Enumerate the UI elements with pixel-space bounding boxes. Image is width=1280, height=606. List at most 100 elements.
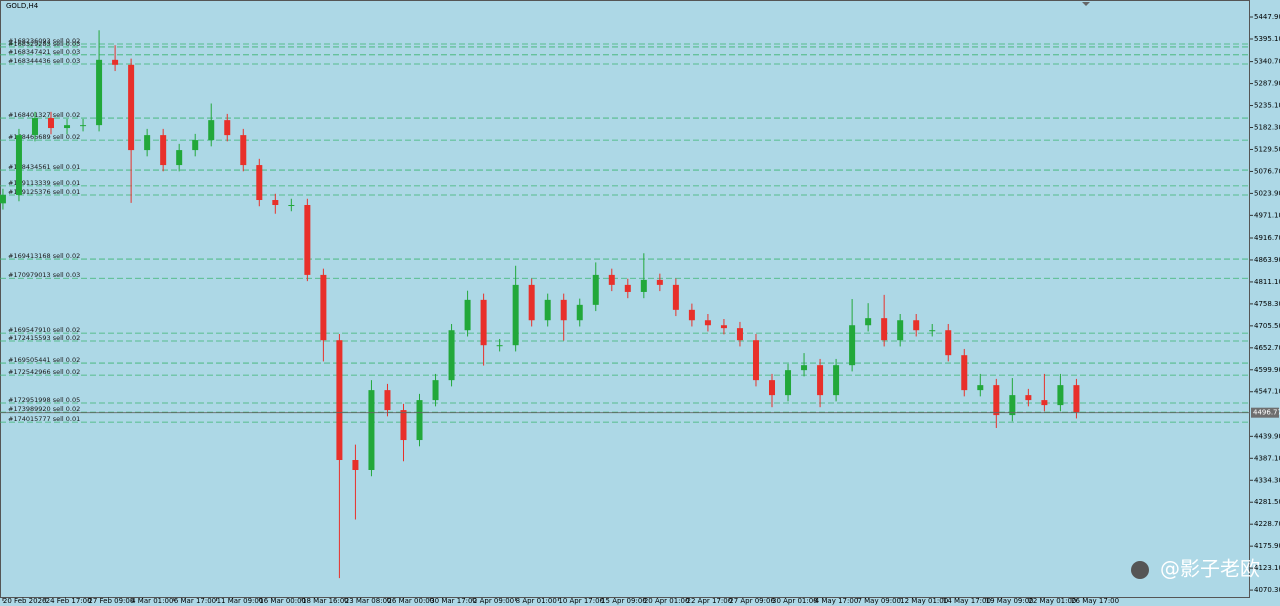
candle-body bbox=[400, 410, 407, 441]
candle-body bbox=[592, 274, 599, 305]
candle-body bbox=[176, 150, 183, 166]
candle-body bbox=[256, 165, 263, 201]
x-tick-label: 7 May 09:00 bbox=[857, 597, 901, 605]
order-label: #168434561 sell 0.01 bbox=[8, 163, 80, 171]
x-tick-label: 16 Mar 00:00 bbox=[259, 597, 306, 605]
order-label: #172951998 sell 0.05 bbox=[8, 396, 80, 404]
candle-body bbox=[1041, 400, 1048, 406]
candle-body bbox=[336, 340, 343, 461]
x-tick-label: 26 May 17:00 bbox=[1071, 597, 1119, 605]
candle-body bbox=[945, 330, 952, 356]
y-tick-label: 5447.90 bbox=[1254, 13, 1280, 21]
candle-body bbox=[801, 365, 808, 371]
candle-body bbox=[1009, 395, 1016, 416]
candle-body bbox=[0, 195, 6, 204]
x-tick-label: 4 Mar 01:00 bbox=[131, 597, 173, 605]
y-tick-label: 4652.70 bbox=[1254, 344, 1280, 352]
order-label: #168347421 sell 0.03 bbox=[8, 48, 80, 56]
y-tick-label: 4228.70 bbox=[1254, 520, 1280, 528]
candle-body bbox=[688, 309, 695, 321]
candle-body bbox=[913, 320, 920, 331]
candle-body bbox=[704, 320, 711, 326]
x-tick-label: 19 May 09:00 bbox=[986, 597, 1034, 605]
order-label: #169125376 sell 0.01 bbox=[8, 188, 80, 196]
order-label: #172542966 sell 0.02 bbox=[8, 368, 80, 376]
candle-body bbox=[672, 284, 679, 310]
x-tick-label: 23 Mar 08:00 bbox=[345, 597, 392, 605]
x-tick-label: 11 Mar 09:00 bbox=[217, 597, 264, 605]
candle-body bbox=[929, 330, 936, 332]
candle-body bbox=[961, 355, 968, 391]
candle-body bbox=[720, 325, 727, 329]
y-tick-label: 4705.50 bbox=[1254, 322, 1280, 330]
order-label: #170979013 sell 0.03 bbox=[8, 271, 80, 279]
y-tick-label: 5287.90 bbox=[1254, 80, 1280, 88]
y-tick-label: 4758.30 bbox=[1254, 300, 1280, 308]
x-tick-label: 15 Apr 09:00 bbox=[601, 597, 647, 605]
x-tick-label: 26 Mar 00:00 bbox=[387, 597, 434, 605]
order-label: #168466689 sell 0.02 bbox=[8, 133, 80, 141]
chart-title: GOLD,H4 bbox=[6, 2, 39, 10]
y-tick-label: 5395.10 bbox=[1254, 35, 1280, 43]
candle-body bbox=[977, 385, 984, 391]
candle-body bbox=[448, 330, 455, 381]
candle-body bbox=[48, 118, 55, 129]
order-label: #169413168 sell 0.02 bbox=[8, 252, 80, 260]
x-tick-label: 22 Apr 17:00 bbox=[687, 597, 733, 605]
order-label: #168236093 sell 0.02 bbox=[8, 37, 80, 45]
candle-body bbox=[304, 205, 311, 275]
order-label: #169547910 sell 0.02 bbox=[8, 326, 80, 334]
candle-body bbox=[15, 135, 22, 196]
candle-body bbox=[352, 460, 359, 470]
watermark: @影子老欧 bbox=[1160, 557, 1260, 581]
plot-frame bbox=[0, 0, 1250, 598]
candle-body bbox=[640, 279, 647, 292]
candle-body bbox=[464, 299, 471, 331]
x-tick-label: 22 May 01:00 bbox=[1028, 597, 1076, 605]
x-tick-label: 30 Mar 17:00 bbox=[430, 597, 477, 605]
candle-body bbox=[480, 299, 487, 346]
candle-body bbox=[144, 135, 151, 151]
order-label: #173989920 sell 0.02 bbox=[8, 405, 80, 413]
candle-body bbox=[849, 325, 856, 366]
candle-body bbox=[208, 120, 215, 141]
x-tick-label: 27 Apr 09:00 bbox=[729, 597, 775, 605]
x-tick-label: 4 May 17:00 bbox=[815, 597, 859, 605]
candle-body bbox=[288, 205, 295, 207]
y-tick-label: 5235.10 bbox=[1254, 102, 1280, 110]
watermark-icon bbox=[1131, 561, 1149, 579]
candle-body bbox=[416, 400, 423, 441]
candle-body bbox=[1025, 395, 1032, 401]
y-tick-label: 5182.30 bbox=[1254, 124, 1280, 132]
candle-body bbox=[865, 318, 872, 326]
candle-body bbox=[368, 390, 375, 470]
y-tick-label: 4387.10 bbox=[1254, 454, 1280, 462]
y-tick-label: 4547.10 bbox=[1254, 388, 1280, 396]
x-tick-label: 10 Apr 17:00 bbox=[558, 597, 604, 605]
candle-body bbox=[656, 279, 663, 285]
y-tick-label: 5076.70 bbox=[1254, 167, 1280, 175]
x-tick-label: 2 Apr 09:00 bbox=[473, 597, 514, 605]
order-label: #168344436 sell 0.03 bbox=[8, 57, 80, 65]
y-tick-label: 4439.90 bbox=[1254, 432, 1280, 440]
candle-body bbox=[512, 284, 519, 346]
candle-body bbox=[817, 365, 824, 396]
y-tick-label: 4175.90 bbox=[1254, 542, 1280, 550]
x-tick-label: 27 Feb 09:00 bbox=[88, 597, 134, 605]
x-tick-label: 8 Apr 01:00 bbox=[516, 597, 557, 605]
candle-body bbox=[752, 340, 759, 381]
x-tick-label: 20 Apr 01:00 bbox=[644, 597, 690, 605]
y-tick-label: 4070.30 bbox=[1254, 586, 1280, 594]
x-tick-label: 18 Mar 16:00 bbox=[302, 597, 349, 605]
candle-body bbox=[881, 318, 888, 341]
x-tick-label: 6 Mar 17:00 bbox=[174, 597, 216, 605]
y-tick-label: 5340.70 bbox=[1254, 58, 1280, 66]
candle-body bbox=[528, 284, 535, 321]
x-tick-label: 20 Feb 2026 bbox=[3, 597, 47, 605]
candle-body bbox=[993, 385, 1000, 416]
candle-body bbox=[128, 64, 135, 151]
candle-body bbox=[785, 370, 792, 396]
current-price-box bbox=[1251, 407, 1279, 418]
